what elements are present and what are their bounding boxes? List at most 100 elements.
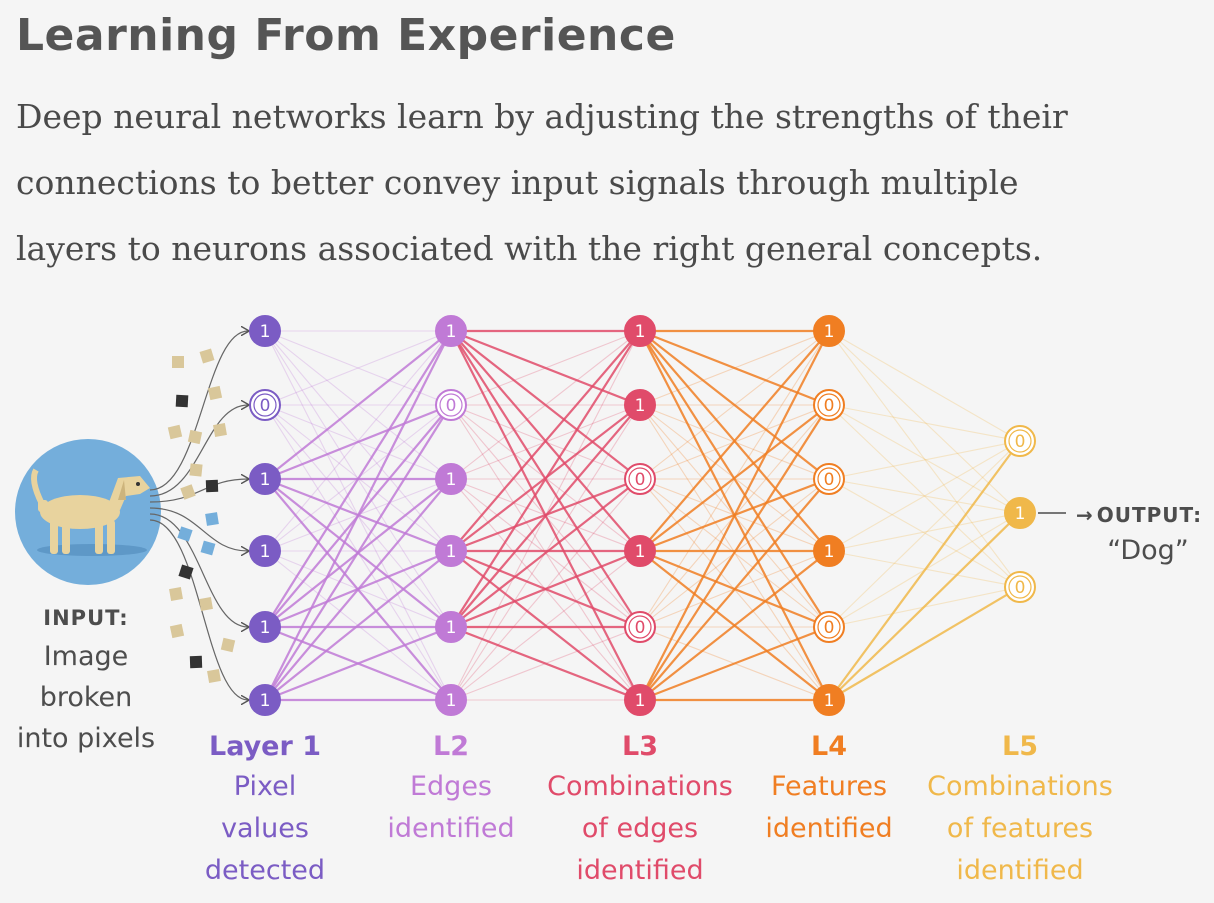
neuron-active — [813, 315, 845, 347]
input-arrow — [149, 513, 248, 627]
layer-name: Layer 1 — [208, 731, 321, 762]
neuron-inner-ring — [817, 393, 841, 417]
connection-line — [828, 330, 1021, 514]
output-value: “Dog” — [1107, 535, 1189, 566]
neuron-inner-ring — [1008, 575, 1032, 599]
neuron: 1 — [435, 684, 467, 716]
neuron-active — [249, 463, 281, 495]
neuron-value: 0 — [635, 470, 646, 490]
connection-line — [264, 330, 452, 701]
page-title: Learning From Experience — [16, 10, 676, 61]
neuron-value: 1 — [260, 470, 271, 490]
connection-line — [264, 478, 452, 701]
layer-desc-line: of edges — [581, 813, 699, 844]
pixel-square — [175, 394, 189, 408]
neuron-value: 0 — [824, 618, 835, 638]
layer-desc-line: Combinations — [927, 771, 1113, 802]
layer-desc-line: identified — [387, 813, 515, 844]
connection-line — [828, 330, 1021, 442]
layer-desc: Edges identified — [341, 766, 561, 850]
layer-name: L5 — [1002, 731, 1038, 762]
connection-line — [450, 478, 641, 628]
neuron: 1 — [435, 535, 467, 567]
neuron-value: 0 — [635, 618, 646, 638]
neuron: 0 — [1004, 571, 1036, 603]
neuron: 0 — [435, 389, 467, 421]
neuron-active — [435, 463, 467, 495]
neuron-active — [624, 389, 656, 421]
connection-line — [450, 550, 641, 701]
connection-line — [639, 330, 830, 701]
layer-desc: Features identified — [719, 766, 939, 850]
neuron-value: 1 — [260, 691, 271, 711]
neuron: 1 — [249, 463, 281, 495]
neuron-value: 1 — [824, 542, 835, 562]
neuron-active — [249, 611, 281, 643]
pixel-square — [220, 637, 236, 653]
layer-name: L4 — [811, 731, 847, 762]
layer-label-5: L5 Combinations of features identified — [910, 728, 1130, 892]
connection-line — [828, 440, 1021, 552]
neuron-value: 1 — [635, 322, 646, 342]
neuron-inner-ring — [817, 467, 841, 491]
neuron-value: 0 — [824, 470, 835, 490]
layer-desc: Pixel values detected — [155, 766, 375, 892]
connection-line — [450, 330, 641, 406]
pixel-square — [213, 423, 227, 437]
subtitle-line: layers to neurons associated with the ri… — [16, 229, 1043, 268]
connection-line — [450, 404, 641, 701]
pixel-square — [189, 655, 203, 669]
input-label: INPUT: Image broken into pixels — [6, 600, 166, 759]
layer-desc: Combinations of edges identified — [530, 766, 750, 892]
layer-desc-line: of features — [946, 813, 1094, 844]
neuron-value: 1 — [260, 542, 271, 562]
pixel-square — [200, 540, 216, 556]
connection-line — [450, 626, 641, 701]
subtitle-line: connections to better convey input signa… — [16, 163, 1019, 202]
neuron: 0 — [813, 611, 845, 643]
neuron-value: 1 — [635, 542, 646, 562]
connection-line — [828, 440, 1021, 701]
neuron: 1 — [624, 535, 656, 567]
neuron-value: 0 — [446, 396, 457, 416]
neuron-value: 0 — [260, 396, 271, 416]
neuron: 0 — [813, 389, 845, 421]
connection-line — [639, 478, 830, 701]
connection-line — [639, 330, 830, 480]
pixel-square — [199, 597, 213, 611]
pixel-square — [169, 623, 185, 639]
neuron-value: 1 — [824, 322, 835, 342]
pixel-square — [189, 463, 203, 477]
page-subtitle: Deep neural networks learn by adjusting … — [16, 84, 1206, 282]
connection-line — [264, 330, 452, 406]
neuron-value: 0 — [1015, 432, 1026, 452]
connection-line — [450, 330, 641, 701]
connection-line — [264, 330, 452, 628]
pixel-square — [205, 479, 219, 493]
layer-label-2: L2 Edges identified — [341, 728, 561, 850]
pixel-square — [187, 429, 203, 445]
neuron-value: 1 — [446, 691, 457, 711]
layer-label-3: L3 Combinations of edges identified — [530, 728, 750, 892]
connection-line — [450, 478, 641, 701]
neuron-inner-ring — [628, 615, 652, 639]
input-caption: INPUT: — [43, 606, 129, 630]
neuron-inner-ring — [817, 615, 841, 639]
neuron: 1 — [435, 611, 467, 643]
neuron: 0 — [1004, 425, 1036, 457]
connection-line — [639, 330, 830, 406]
neuron-active — [813, 535, 845, 567]
layer-desc-line: Combinations — [547, 771, 733, 802]
neuron-value: 0 — [1015, 578, 1026, 598]
layer-label-4: L4 Features identified — [719, 728, 939, 850]
neuron-active — [813, 684, 845, 716]
layer-name: L2 — [433, 731, 469, 762]
neuron: 1 — [624, 315, 656, 347]
neuron-active — [249, 684, 281, 716]
connection-line — [828, 404, 1021, 442]
connection-line — [639, 625, 830, 702]
neuron-value: 1 — [635, 691, 646, 711]
neuron-value: 1 — [260, 322, 271, 342]
neuron-active — [435, 535, 467, 567]
connection-line — [639, 404, 830, 701]
